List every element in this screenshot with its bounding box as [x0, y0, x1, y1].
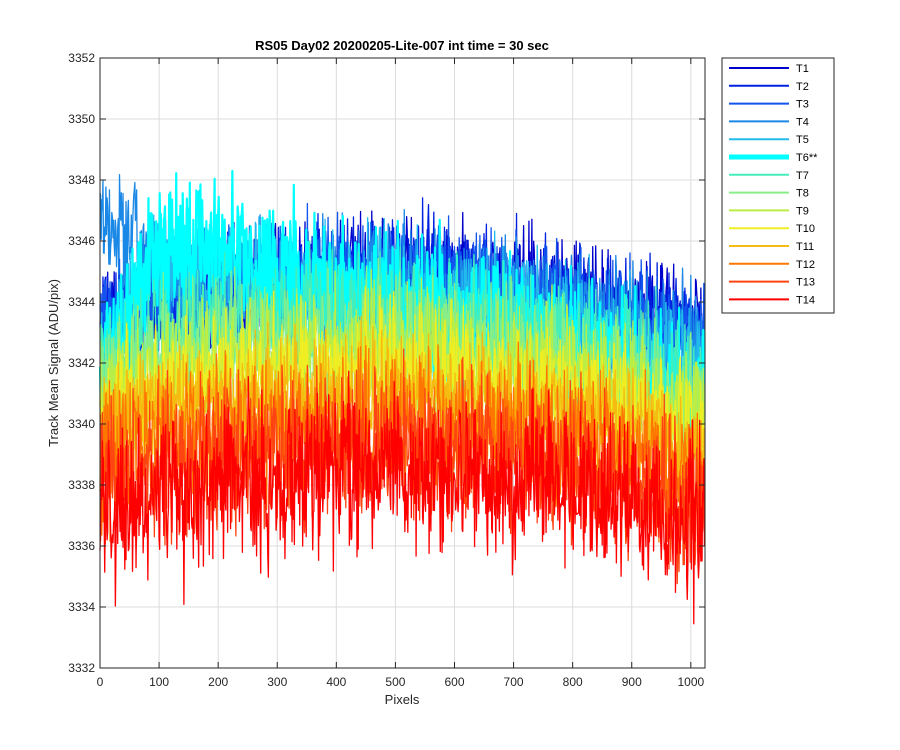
y-tick-label: 3338: [68, 478, 95, 492]
legend-label: T8: [796, 188, 809, 200]
x-tick-label: 200: [208, 675, 228, 689]
x-tick-label: 400: [326, 675, 346, 689]
y-axis-label: Track Mean Signal (ADU/pix): [46, 279, 61, 447]
x-axis-label: Pixels: [385, 692, 420, 707]
y-tick-label: 3336: [68, 539, 95, 553]
legend-label: T14: [796, 294, 815, 306]
y-tick-label: 3340: [68, 417, 95, 431]
legend-label: T1: [796, 63, 809, 75]
y-tick-label: 3352: [68, 51, 95, 65]
legend-box: [721, 57, 835, 314]
x-tick-label: 500: [385, 675, 405, 689]
y-tick-label: 3344: [68, 295, 95, 309]
series-line-t14: [99, 370, 706, 625]
legend: T1 T2 T3 T4 T5 T6** T7 T8 T9 T10 T11 T12 T13 T14: [721, 57, 835, 314]
legend-label: T3: [796, 99, 809, 111]
y-tick-label: 3350: [68, 112, 95, 126]
y-tick-label: 3348: [68, 173, 95, 187]
x-tick-label: 100: [149, 675, 169, 689]
legend-label: T11: [796, 241, 814, 253]
x-tick-label: 1000: [677, 675, 704, 689]
legend-label: T10: [796, 223, 815, 235]
x-tick-label: 300: [267, 675, 287, 689]
legend-label: T7: [796, 170, 809, 182]
legend-label: T13: [796, 277, 815, 289]
y-tick-label: 3332: [68, 661, 95, 675]
legend-label: T4: [796, 116, 809, 128]
x-tick-label: 0: [97, 675, 104, 689]
axis-ticks: 0 100 200 300 400 500 600 700 800 900 1000 3332 3334…: [68, 51, 705, 689]
legend-label: T2: [796, 81, 809, 93]
x-tick-label: 800: [563, 675, 583, 689]
y-tick-label: 3334: [68, 600, 95, 614]
y-tick-label: 3342: [68, 356, 95, 370]
y-tick-label: 3346: [68, 234, 95, 248]
chart-title: RS05 Day02 20200205-Lite-007 int time = …: [255, 38, 549, 53]
x-tick-label: 900: [622, 675, 642, 689]
x-tick-label: 700: [504, 675, 524, 689]
legend-label: T9: [796, 205, 809, 217]
legend-label: T6**: [796, 152, 818, 164]
data-series: [98, 169, 706, 625]
x-tick-label: 600: [444, 675, 464, 689]
legend-label: T5: [796, 134, 809, 146]
legend-label: T12: [796, 259, 815, 271]
